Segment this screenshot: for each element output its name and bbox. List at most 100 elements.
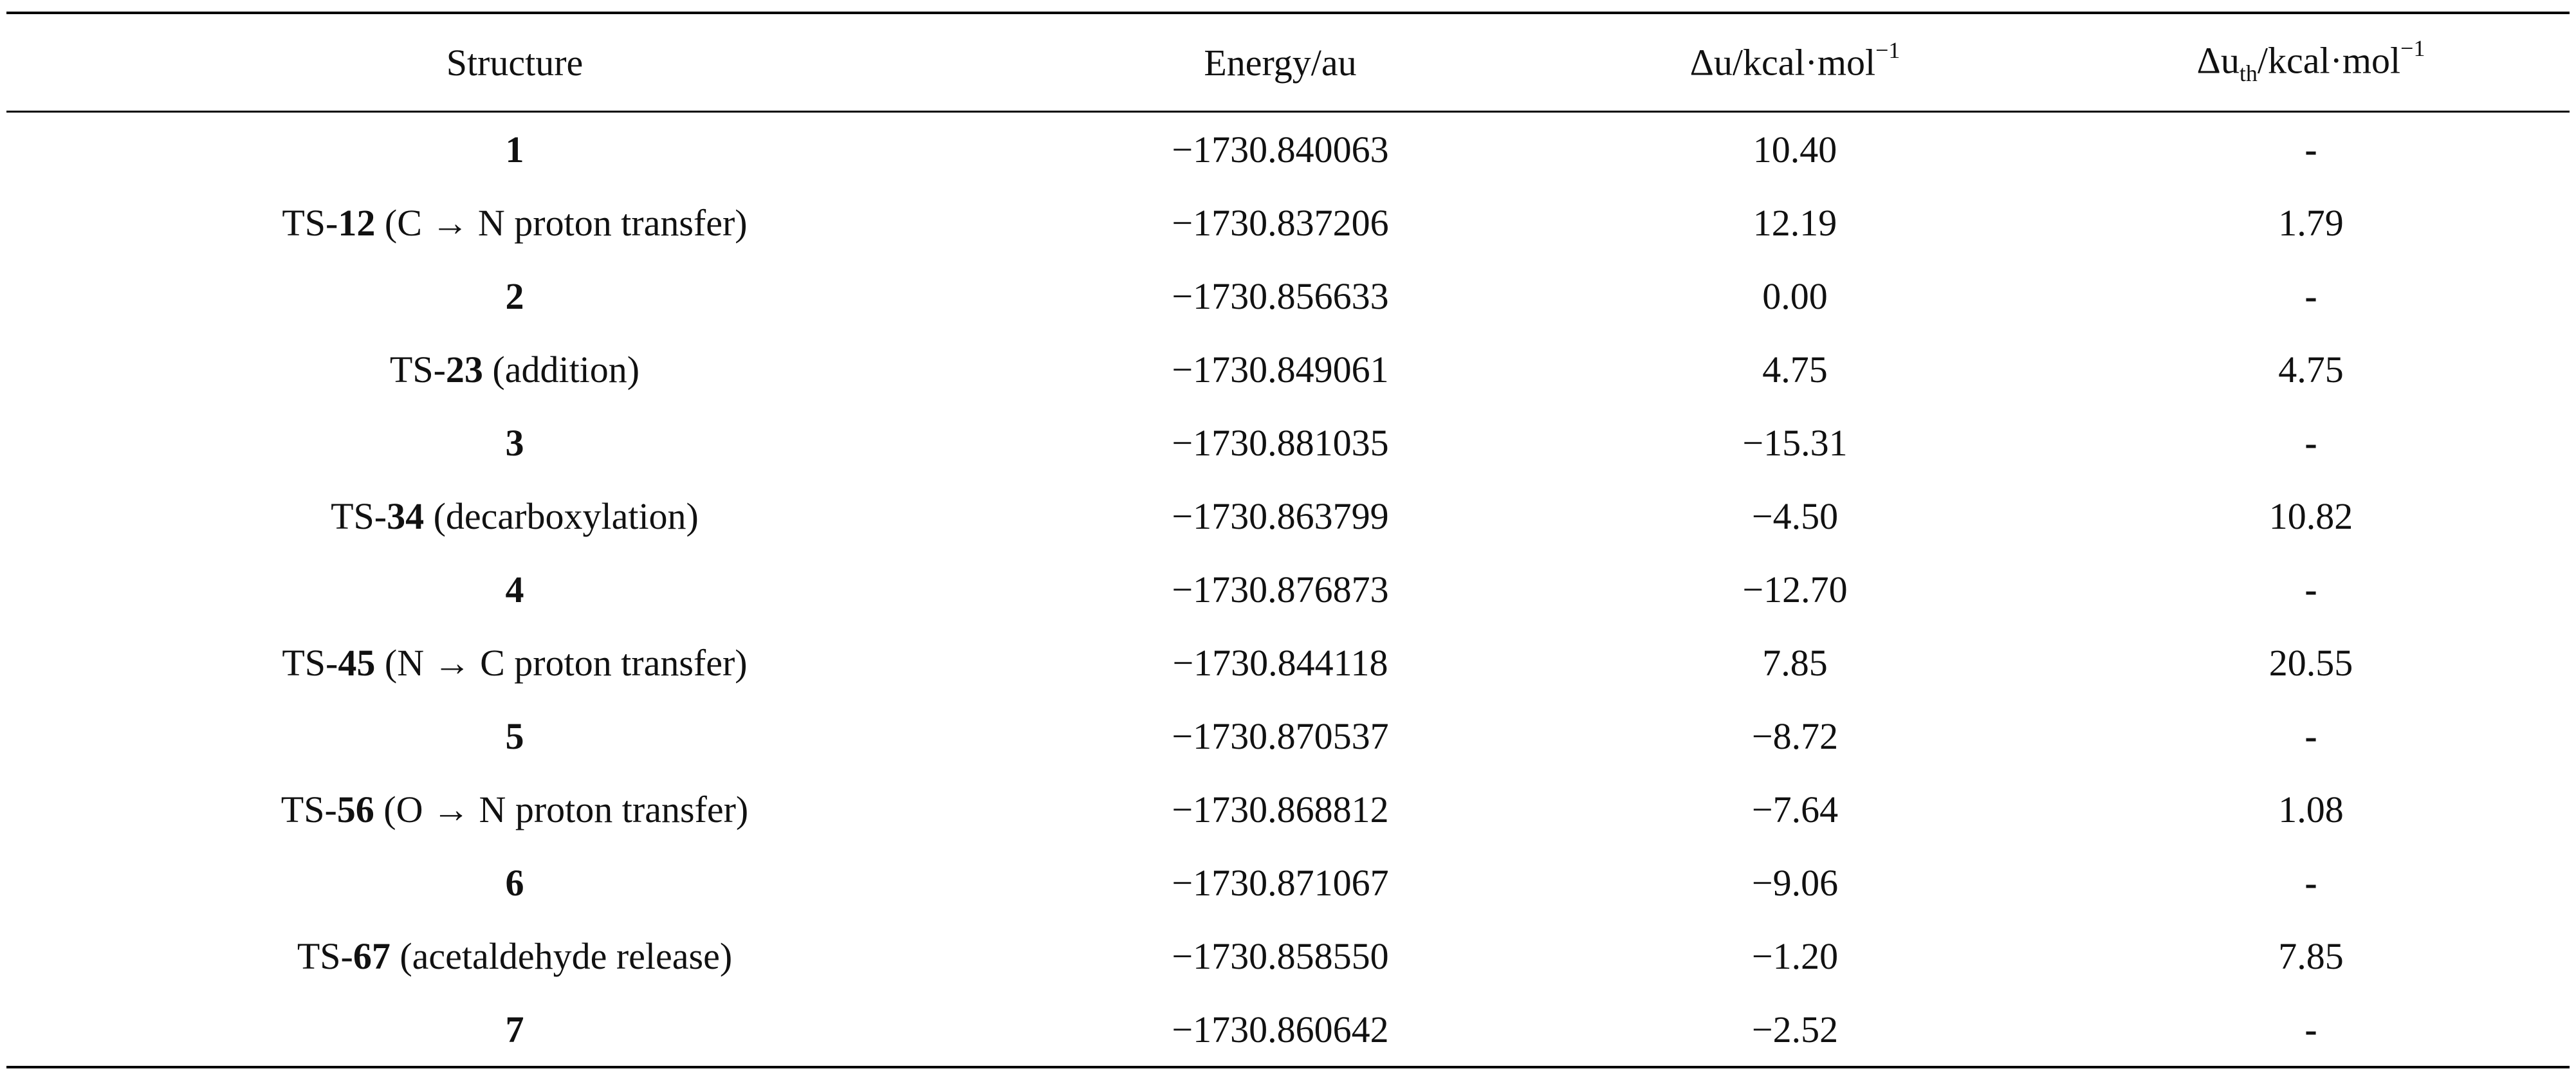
- structure-prefix: TS-: [389, 348, 446, 390]
- cell-structure: 3: [6, 406, 1023, 479]
- cell-structure: 5: [6, 699, 1023, 773]
- structure-prefix: TS-: [282, 201, 338, 244]
- cell-delta-u-th: -: [2305, 568, 2317, 610]
- cell-energy: −1730.860642: [1172, 1008, 1389, 1050]
- cell-structure: TS-34 (decarboxylation): [6, 479, 1023, 553]
- header-energy: Energy/au: [1204, 41, 1357, 84]
- cell-structure: 1: [6, 112, 1023, 187]
- energy-table: Structure Energy/au Δu/kcal·mol−1 Δuth/k…: [6, 12, 2570, 1068]
- table-row: 7 −1730.860642 −2.52 -: [6, 993, 2570, 1067]
- cell-delta-u-th: -: [2305, 421, 2317, 464]
- table-row: 3 −1730.881035 −15.31 -: [6, 406, 2570, 479]
- cell-energy: −1730.871067: [1172, 861, 1389, 904]
- cell-structure: TS-67 (acetaldehyde release): [6, 919, 1023, 993]
- cell-energy: −1730.858550: [1172, 935, 1389, 977]
- table-row: 1 −1730.840063 10.40 -: [6, 112, 2570, 187]
- header-delta-u-th-unit: /kcal·mol: [2257, 39, 2401, 81]
- table-row: 5 −1730.870537 −8.72 -: [6, 699, 2570, 773]
- energy-table-container: Structure Energy/au Δu/kcal·mol−1 Δuth/k…: [6, 12, 2570, 1068]
- cell-delta-u-th: -: [2305, 1008, 2317, 1050]
- structure-description: (addition): [483, 348, 640, 390]
- structure-number: 2: [505, 275, 524, 317]
- structure-description: (O → N proton transfer): [374, 788, 749, 830]
- cell-energy: −1730.863799: [1172, 495, 1389, 537]
- cell-delta-u-th: 7.85: [2278, 935, 2344, 977]
- cell-structure: 7: [6, 993, 1023, 1067]
- header-delta-u: Δu/kcal·mol−1: [1538, 13, 2052, 112]
- cell-delta-u-th: -: [2305, 275, 2317, 317]
- cell-energy: −1730.856633: [1172, 275, 1389, 317]
- header-delta-u-th-symbol: Δu: [2196, 39, 2240, 81]
- cell-structure: TS-45 (N → C proton transfer): [6, 626, 1023, 699]
- cell-delta-u: 7.85: [1762, 641, 1828, 684]
- cell-energy: −1730.837206: [1172, 201, 1389, 244]
- cell-delta-u-th: 4.75: [2278, 348, 2344, 390]
- structure-description: (acetaldehyde release): [390, 935, 733, 977]
- structure-number: 3: [505, 421, 524, 464]
- cell-delta-u-th: 1.79: [2278, 201, 2344, 244]
- table-row: TS-45 (N → C proton transfer) −1730.84411…: [6, 626, 2570, 699]
- structure-number: 67: [353, 935, 391, 977]
- cell-delta-u-th: 10.82: [2268, 495, 2353, 537]
- table-row: 4 −1730.876873 −12.70 -: [6, 553, 2570, 626]
- structure-prefix: TS-: [281, 788, 337, 830]
- cell-delta-u-th: 20.55: [2268, 641, 2353, 684]
- table-row: TS-67 (acetaldehyde release) −1730.858550…: [6, 919, 2570, 993]
- cell-delta-u: 4.75: [1762, 348, 1828, 390]
- cell-structure: 4: [6, 553, 1023, 626]
- cell-energy: −1730.844118: [1172, 641, 1388, 684]
- cell-delta-u: −2.52: [1751, 1008, 1839, 1050]
- header-delta-u-unit: Δu/kcal·mol: [1689, 41, 1876, 84]
- structure-number: 56: [336, 788, 374, 830]
- cell-energy: −1730.849061: [1172, 348, 1389, 390]
- cell-energy: −1730.870537: [1172, 715, 1389, 757]
- table-row: TS-56 (O → N proton transfer) −1730.86881…: [6, 773, 2570, 846]
- structure-number: 4: [505, 568, 524, 610]
- cell-delta-u: −7.64: [1751, 788, 1839, 830]
- cell-structure: 2: [6, 259, 1023, 333]
- header-structure: Structure: [446, 41, 584, 84]
- structure-prefix: TS-: [331, 495, 387, 537]
- table-header: Structure Energy/au Δu/kcal·mol−1 Δuth/k…: [6, 13, 2570, 112]
- structure-description: (N → C proton transfer): [375, 641, 748, 684]
- cell-energy: −1730.881035: [1172, 421, 1389, 464]
- structure-prefix: TS-: [282, 641, 338, 684]
- cell-structure: 6: [6, 846, 1023, 919]
- structure-number: 23: [445, 348, 483, 390]
- cell-delta-u: −4.50: [1751, 495, 1839, 537]
- cell-delta-u-th: 1.08: [2278, 788, 2344, 830]
- cell-delta-u: 10.40: [1753, 128, 1837, 170]
- table-row: TS-34 (decarboxylation) −1730.863799 −4.50…: [6, 479, 2570, 553]
- cell-delta-u: −9.06: [1751, 861, 1839, 904]
- header-row: Structure Energy/au Δu/kcal·mol−1 Δuth/k…: [6, 13, 2570, 112]
- table-row: 2 −1730.856633 0.00 -: [6, 259, 2570, 333]
- structure-description: (C → N proton transfer): [375, 201, 748, 244]
- cell-delta-u: −12.70: [1742, 568, 1848, 610]
- structure-prefix: TS-: [297, 935, 353, 977]
- cell-energy: −1730.868812: [1172, 788, 1389, 830]
- structure-number: 34: [387, 495, 425, 537]
- cell-delta-u: −15.31: [1742, 421, 1848, 464]
- header-delta-u-th-exponent: −1: [2400, 35, 2425, 61]
- cell-delta-u: −1.20: [1751, 935, 1839, 977]
- table-row: 6 −1730.871067 −9.06 -: [6, 846, 2570, 919]
- header-delta-u-th: Δuth/kcal·mol−1: [2052, 13, 2570, 112]
- cell-energy: −1730.876873: [1172, 568, 1389, 610]
- structure-number: 12: [338, 201, 376, 244]
- structure-number: 7: [505, 1008, 524, 1050]
- cell-delta-u-th: -: [2305, 715, 2317, 757]
- structure-description: (decarboxylation): [424, 495, 699, 537]
- structure-number: 5: [505, 715, 524, 757]
- structure-number: 6: [505, 861, 524, 904]
- cell-structure: TS-12 (C → N proton transfer): [6, 186, 1023, 259]
- cell-structure: TS-23 (addition): [6, 333, 1023, 406]
- cell-delta-u: −8.72: [1751, 715, 1839, 757]
- cell-delta-u: 12.19: [1753, 201, 1837, 244]
- table-body: 1 −1730.840063 10.40- TS-12 (C → N proton t…: [6, 112, 2570, 1067]
- cell-energy: −1730.840063: [1172, 128, 1389, 170]
- cell-delta-u: 0.00: [1762, 275, 1828, 317]
- structure-number: 45: [338, 641, 376, 684]
- header-delta-u-exponent: −1: [1875, 37, 1900, 64]
- cell-delta-u-th: -: [2305, 861, 2317, 904]
- cell-structure: TS-56 (O → N proton transfer): [6, 773, 1023, 846]
